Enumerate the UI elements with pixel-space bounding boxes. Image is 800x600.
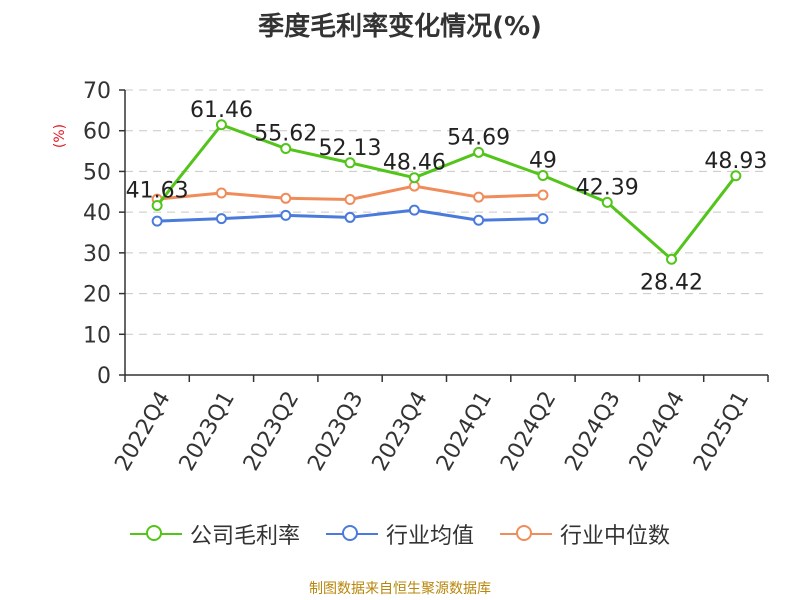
data-point[interactable] <box>601 196 613 208</box>
data-point[interactable] <box>215 187 227 199</box>
data-point[interactable] <box>473 146 485 158</box>
data-point[interactable] <box>344 194 356 206</box>
data-point[interactable] <box>215 119 227 131</box>
x-tick-label: 2022Q4 <box>110 387 175 475</box>
data-point[interactable] <box>408 172 420 184</box>
legend-item-company[interactable]: 公司毛利率 <box>129 518 300 550</box>
x-tick-label: 2024Q4 <box>625 387 690 475</box>
x-tick-label: 2023Q2 <box>239 387 304 475</box>
data-label: 55.62 <box>254 122 317 147</box>
data-point[interactable] <box>537 170 549 181</box>
data-point[interactable] <box>473 214 485 226</box>
y-tick-label: 50 <box>83 160 111 185</box>
grid-layer <box>125 89 768 335</box>
x-tick-label: 2023Q1 <box>175 387 240 475</box>
x-tick-label: 2025Q1 <box>689 387 754 475</box>
data-source-note: 制图数据来自恒生聚源数据库 <box>309 581 491 597</box>
data-label: 49 <box>529 149 557 174</box>
legend-swatch-industry-mean-icon <box>325 522 378 546</box>
x-tick-label: 2024Q2 <box>496 387 561 475</box>
legend: 公司毛利率 行业均值 行业中位数 <box>0 518 800 550</box>
legend-label-industry-median: 行业中位数 <box>560 524 671 549</box>
data-point[interactable] <box>344 157 356 169</box>
data-label: 52.13 <box>319 136 382 161</box>
y-tick-label: 40 <box>83 201 111 226</box>
x-tick-label: 2024Q3 <box>560 387 625 475</box>
y-tick-label: 20 <box>83 283 111 308</box>
data-point[interactable] <box>215 213 227 225</box>
chart-title: 季度毛利率变化情况(%) <box>258 12 542 42</box>
y-tick-label: 70 <box>83 79 111 104</box>
data-point[interactable] <box>280 143 292 155</box>
data-point[interactable] <box>344 211 356 223</box>
data-point[interactable] <box>730 170 742 182</box>
legend-swatch-industry-median-icon <box>500 522 552 546</box>
legend-item-industry-mean[interactable]: 行业均值 <box>325 518 474 550</box>
series-layer <box>151 119 742 265</box>
series-line <box>155 123 738 261</box>
data-point[interactable] <box>537 213 549 225</box>
legend-label-company: 公司毛利率 <box>189 524 300 549</box>
legend-swatch-company-icon <box>129 522 182 546</box>
x-tick-label: 2024Q1 <box>432 387 497 475</box>
data-point[interactable] <box>537 189 549 201</box>
data-point[interactable] <box>666 253 678 265</box>
x-tick-label: 2023Q3 <box>303 387 368 475</box>
data-point[interactable] <box>151 200 163 212</box>
data-point[interactable] <box>473 191 485 203</box>
data-label: 41.63 <box>126 179 189 204</box>
data-point[interactable] <box>408 204 420 216</box>
data-point[interactable] <box>280 209 292 221</box>
legend-item-industry-median[interactable]: 行业中位数 <box>500 518 670 550</box>
y-tick-label: 60 <box>83 120 111 145</box>
data-label: 28.42 <box>640 270 703 295</box>
data-label: 42.39 <box>576 175 639 200</box>
data-label: 48.93 <box>704 149 767 174</box>
legend-label-industry-mean: 行业均值 <box>385 524 474 549</box>
data-label: 61.46 <box>190 98 253 123</box>
x-tick-label: 2023Q4 <box>368 387 433 475</box>
data-point[interactable] <box>151 215 163 227</box>
y-tick-label: 0 <box>97 364 111 389</box>
data-point[interactable] <box>280 192 292 204</box>
y-tick-label: 30 <box>83 242 111 267</box>
y-tick-label: 10 <box>83 323 111 348</box>
data-label: 54.69 <box>447 125 510 150</box>
data-label: 48.46 <box>383 151 446 176</box>
